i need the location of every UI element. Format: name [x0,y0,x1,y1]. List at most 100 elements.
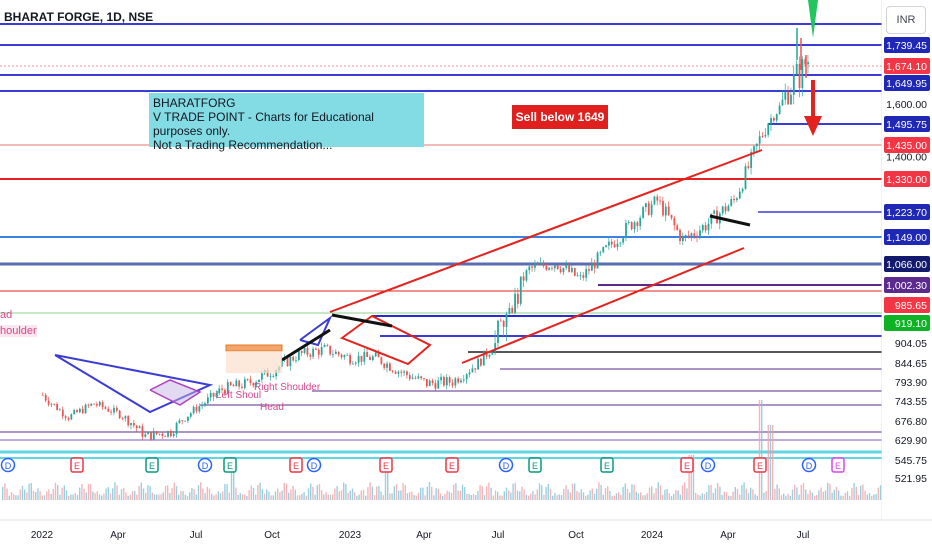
candle-body [352,363,354,365]
volume-bar [651,486,653,500]
volume-bar [618,492,620,500]
candle-body [684,235,687,237]
candle-body [363,352,366,362]
time-tick-label: 2023 [339,530,362,541]
volume-bar [215,494,217,500]
volume-bar [697,494,699,500]
earnings-marker-label: E [757,461,763,471]
note-line: BHARATFORG [153,96,236,110]
volume-bars [2,400,882,500]
candle-body [531,266,534,268]
price-label: 1,400.00 [886,151,927,163]
volume-bar [835,486,838,500]
volume-bar [574,483,576,500]
volume-bar [849,495,851,500]
candle-body [340,354,343,358]
candle-body [411,377,414,379]
volume-bar [393,486,395,500]
volume-bar [63,485,65,500]
volume-bar [673,493,675,500]
volume-bar [118,494,120,500]
volume-bar [846,491,849,500]
candle-body [113,407,115,413]
volume-bar [477,490,479,500]
volume-bar [318,483,321,500]
candle-body [243,379,246,388]
volume-bar [371,486,373,500]
volume-bar [818,490,820,500]
earnings-marker-label: E [604,461,610,471]
volume-bar [789,495,791,500]
volume-bar [758,400,761,500]
volume-bar [622,486,624,500]
volume-bar [681,485,684,500]
candle-body [215,393,218,397]
volume-bar [338,491,340,500]
candle-body [721,206,724,214]
dividend-marker-label: D [806,461,813,471]
earnings-marker-label: E [293,461,299,471]
candle-body [224,389,226,394]
volume-bar [107,487,109,500]
candle-body [428,380,431,387]
volume-bar [208,488,211,500]
candle-body [400,371,403,373]
candle-body [642,207,644,218]
resistance-box [225,344,283,352]
candle-body [64,416,67,418]
volume-bar [745,488,747,500]
candle-body [773,118,775,121]
volume-bar [468,493,470,500]
candle-body [155,431,158,435]
candle-body [622,238,625,243]
candle-body [209,392,212,398]
price-label-badge [884,204,930,220]
candle-body [408,375,411,379]
volume-bar [257,484,259,500]
candle-body [656,196,659,201]
earnings-marker [600,457,614,473]
candle-body [696,235,699,237]
volume-bar [373,494,376,500]
candle-body [559,269,562,273]
volume-bar [57,485,59,500]
price-label-badge [884,171,930,187]
candle-body [471,368,474,373]
volume-bar [809,490,811,500]
time-tick-label: Oct [264,530,280,541]
trend-segment [709,214,751,227]
volume-bar [609,490,611,500]
candle-body [101,401,104,408]
candle-body [107,408,110,412]
candle-body [133,423,135,426]
volume-bar [877,487,879,500]
volume-bar [281,490,283,500]
earnings-marker [680,457,694,473]
volume-bar [455,483,457,500]
price-label: 1,435.00 [886,140,927,152]
volume-bar [461,484,464,500]
channel-lower-line [461,247,745,364]
currency-button[interactable]: INR [886,6,926,34]
volume-bar [739,494,741,500]
candle-body [770,118,772,124]
time-tick-label: Oct [568,530,584,541]
volume-bar [578,492,580,500]
candle-body [47,400,50,405]
volume-bar [17,495,19,500]
price-label: 1,649.95 [886,78,927,90]
candle-body [138,426,141,429]
volume-bar [486,486,488,500]
volume-bar [591,488,593,500]
price-label: 844.65 [895,358,927,370]
volume-bar [402,483,404,500]
volume-bar [167,485,169,500]
candle-body [451,382,454,386]
candle-body [110,411,113,413]
candle-body [334,351,337,355]
volume-bar [490,487,492,500]
volume-bar [384,460,387,500]
candle-body [218,388,221,394]
volume-bar [857,494,860,500]
